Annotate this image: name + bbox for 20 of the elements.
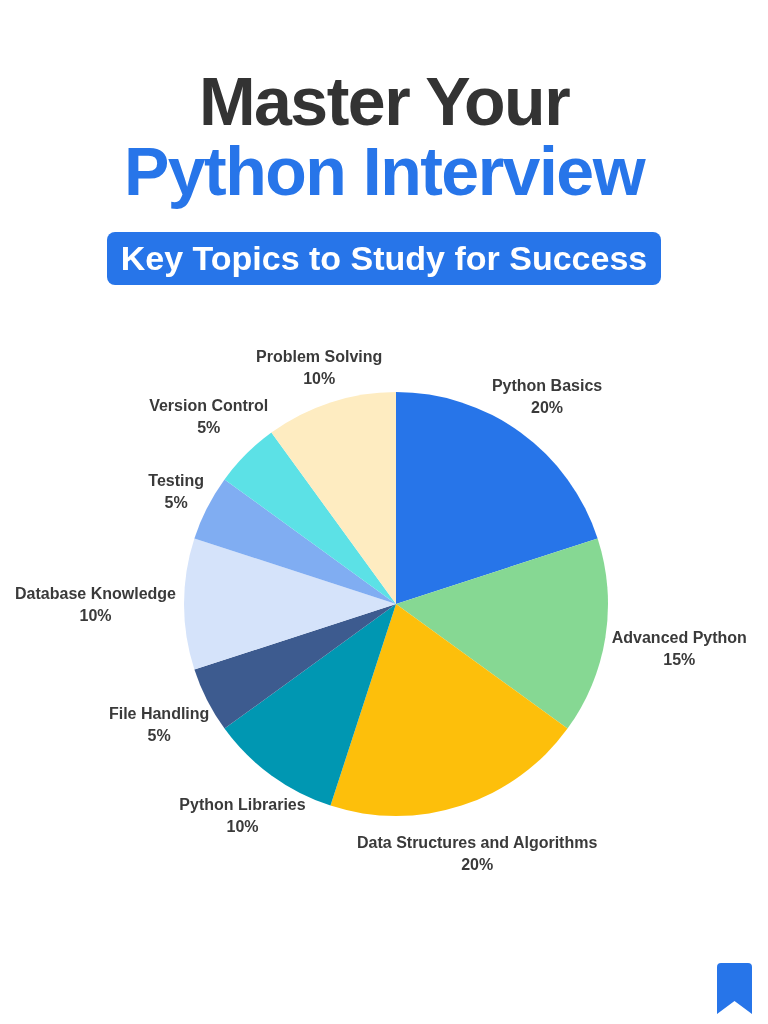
data-label: 20% xyxy=(461,856,494,874)
data-label: 15% xyxy=(663,651,696,669)
data-label: 10% xyxy=(303,370,336,388)
slice-label: Version Control xyxy=(149,397,269,415)
data-label: 10% xyxy=(79,606,112,624)
slice-label: Advanced Python xyxy=(611,629,747,647)
data-label: 5% xyxy=(197,419,221,437)
data-label: 20% xyxy=(531,398,564,416)
chart-subtitle: Key Topics to Study for Success xyxy=(106,232,662,285)
slice-label: File Handling xyxy=(108,705,210,723)
chart-title: Master Your Python Interview xyxy=(122,63,646,209)
data-label: 5% xyxy=(147,727,171,745)
slice-label: Python Libraries xyxy=(179,795,306,813)
slice-label: Python Basics xyxy=(491,376,603,394)
slice-label: Testing xyxy=(148,472,204,490)
data-label: 5% xyxy=(164,494,188,512)
slice-label: Problem Solving xyxy=(256,348,383,366)
slice-label: Database Knowledge xyxy=(15,584,177,602)
data-label: 10% xyxy=(226,817,259,835)
slice-label: Data Structures and Algorithms xyxy=(357,834,598,852)
